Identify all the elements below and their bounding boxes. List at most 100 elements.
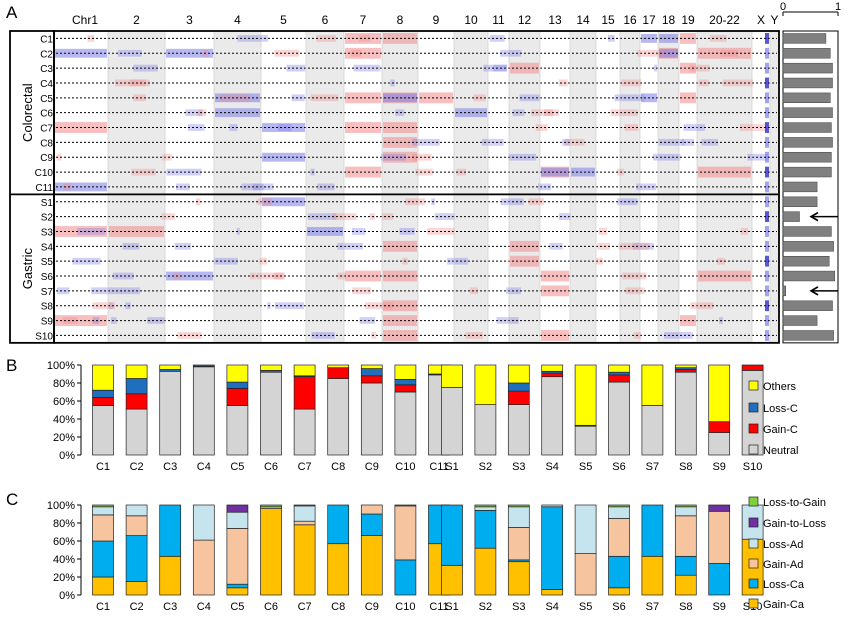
cnv-gain-segment	[129, 79, 150, 87]
chromosome-label: 18	[662, 13, 676, 27]
cnv-loss-segment	[658, 138, 685, 146]
panel-c-bar-segment-loss-ad	[574, 504, 597, 554]
panel-b-legend-label: Neutral	[763, 445, 798, 457]
panel-c-bar-segment-gain-ca	[608, 587, 630, 596]
panel-c-bar-segment-gain-ca	[260, 508, 282, 596]
cnv-loss-segment	[121, 287, 141, 295]
row-label: S6	[41, 272, 54, 283]
panel-b-x-tick-label: S1	[445, 461, 458, 473]
cnv-gain-segment	[637, 49, 665, 57]
cnv-loss-segment-chrY	[765, 181, 769, 193]
cnv-loss-segment	[500, 49, 522, 57]
panel-c-legend-label: Gain-Ca	[763, 599, 805, 611]
panel-b-legend-label: Loss-C	[763, 403, 798, 415]
panel-b-bar-segment-gain-c	[125, 393, 148, 410]
cnv-gain-segment	[196, 198, 201, 206]
cnv-loss-segment-chrY	[765, 151, 769, 163]
panel-b-bar-segment-gain-c	[394, 384, 417, 393]
chromosome-band-Y	[770, 31, 779, 343]
cnv-loss-segment	[351, 228, 366, 235]
panel-b-bar-segment-neutral	[192, 366, 215, 456]
arrow-annotation-head	[809, 211, 819, 222]
panel-c-bar-segment-gain-ad	[608, 518, 630, 557]
cnv-gain-segment	[316, 35, 336, 42]
chromosome-label: Chr1	[72, 13, 98, 27]
cnv-loss-segment	[188, 168, 202, 176]
panel-letter-a: A	[6, 3, 18, 22]
cnv-loss-segment	[307, 213, 337, 220]
panel-c-bar-segment-loss-to-gain	[474, 504, 497, 508]
cnv-loss-segment-chrY	[765, 62, 769, 74]
panel-b-x-tick-label: C8	[331, 461, 345, 473]
chromosome-label: 2	[133, 13, 140, 27]
panel-b-bar-segment-gain-c	[92, 397, 114, 406]
group-label-gastric: Gastric	[20, 248, 35, 290]
cnv-loss-segment-chrY	[765, 226, 769, 237]
panel-c-legend-swatch	[748, 538, 759, 549]
cnv-loss-segment	[496, 317, 519, 324]
panel-c-bar-segment-loss-ca	[708, 563, 731, 596]
chromosome-label: 8	[397, 13, 404, 27]
panel-c-x-tick-label: S9	[712, 601, 725, 613]
panel-b-x-tick-label: C6	[264, 461, 278, 473]
panel-c-bar-segment-gain-ca	[507, 561, 530, 596]
panel-c-stacked-bar-chart: 0% 20% 40% 60% 80% 100% C1 C2 C3 C4 C5 C6 C7 C8 C9 C10 C…	[47, 496, 826, 613]
cnv-gain-segment	[259, 257, 267, 265]
panel-b-bar-segment-neutral	[92, 405, 114, 456]
chromosome-label: 7	[360, 13, 367, 27]
cnv-loss-segment	[176, 183, 190, 191]
cnv-gain-segment	[274, 49, 300, 57]
panel-b-bar-segment-others	[260, 364, 282, 371]
cnv-gain-segment	[345, 33, 381, 44]
chromosome-label: 11	[492, 13, 505, 27]
panel-b-x-tick-label: C5	[230, 461, 244, 473]
panel-b-x-tick-label: S2	[479, 461, 492, 473]
panel-c-y-tick-label: 40%	[53, 554, 75, 566]
panel-c-legend-label: Loss-Ca	[763, 579, 805, 591]
panel-c-legend-swatch	[748, 598, 759, 609]
cnv-loss-segment	[253, 183, 274, 191]
cnv-loss-segment-chrY	[765, 300, 769, 312]
panel-b-bar-segment-loss-c	[360, 368, 383, 377]
panel-c-x-tick-label: C10	[395, 601, 415, 613]
panel-c-bar-segment-gain-ad	[192, 539, 215, 596]
cnv-loss-segment-chrY	[765, 315, 769, 326]
panel-b-bar-segment-gain-c	[541, 372, 564, 378]
panel-c-bar-segment-gain-ad	[507, 527, 530, 561]
side-bar	[782, 166, 832, 178]
panel-c-bar-segment-gain-ad	[674, 515, 697, 557]
chromosome-label: 9	[433, 13, 440, 27]
cnv-gain-segment	[541, 330, 569, 341]
panel-c-x-tick-label: C9	[365, 601, 379, 613]
cnv-loss-segment	[262, 197, 305, 207]
panel-c-bar-segment-gain-ca	[474, 547, 497, 596]
side-bar	[782, 152, 832, 163]
panel-c-bar-segment-gain-ca	[360, 535, 383, 596]
panel-b-bar-segment-neutral	[641, 405, 664, 456]
panel-b-bar-segment-others	[226, 364, 249, 383]
cnv-loss-segment-chrY	[765, 92, 769, 104]
panel-c-x-tick-label: C11	[429, 601, 448, 613]
panel-b-bar-segment-neutral	[507, 404, 530, 456]
row-label: C2	[40, 49, 53, 60]
panel-c-legend-label: Loss-Ad	[763, 539, 803, 551]
panel-b-bar-segment-loss-c	[608, 371, 630, 376]
row-label: S8	[41, 302, 54, 313]
cnv-loss-segment-chrY	[765, 107, 769, 119]
panel-c-x-tick-label: C3	[163, 601, 177, 613]
cnv-gain-segment	[698, 79, 709, 87]
panel-c-legend-swatch	[748, 578, 759, 589]
cnv-loss-segment-chrY	[765, 33, 769, 44]
panel-c-bar-segment-loss-to-gain	[674, 504, 697, 508]
panel-b-bar-segment-gain-c	[507, 390, 530, 405]
cnv-gain-segment	[625, 287, 645, 295]
panel-c-bar-segment-loss-ad	[92, 506, 114, 516]
panel-b-bar-segment-others	[608, 364, 630, 373]
cnv-loss-segment	[541, 167, 569, 177]
panel-b-x-tick-label: S7	[646, 461, 659, 473]
chromosome-band-10	[454, 31, 488, 343]
panel-c-x-tick-label: C1	[96, 601, 110, 613]
cnv-loss-segment	[455, 108, 487, 118]
cnv-gain-segment	[345, 270, 381, 282]
